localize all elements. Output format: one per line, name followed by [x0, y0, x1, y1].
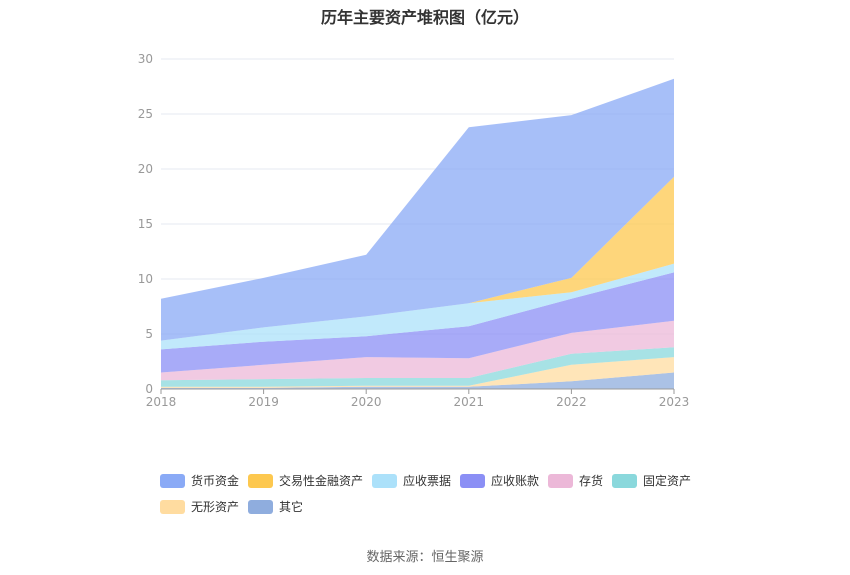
legend-item[interactable]: 应收票据: [372, 472, 451, 489]
x-tick-label: 2019: [248, 395, 279, 409]
area-series-2: [161, 347, 674, 387]
y-tick-label: 20: [138, 162, 153, 176]
x-tick-label: 2020: [351, 395, 382, 409]
legend-item[interactable]: 其它: [248, 498, 303, 515]
data-source-note: 数据来源：恒生聚源: [366, 550, 484, 565]
area-series-0: [161, 372, 674, 389]
area-series-3: [161, 320, 674, 381]
area-series-4: [161, 272, 674, 373]
legend-item[interactable]: 应收账款: [460, 472, 539, 489]
legend-item[interactable]: 无形资产: [160, 498, 239, 515]
legend-swatch: [372, 473, 397, 488]
y-tick-label: 15: [138, 217, 153, 231]
axes: 0 5 10 15 20 25 30 2018 2019 2020 2021 2022 2023: [138, 52, 690, 409]
x-tick-label: 2018: [146, 395, 177, 409]
legend-label: 应收账款: [491, 474, 540, 488]
area-series-5: [161, 263, 674, 350]
legend-swatch: [460, 473, 485, 488]
y-tick-label: 25: [138, 107, 153, 121]
legend-label: 无形资产: [191, 500, 240, 514]
area-layer: [161, 78, 674, 389]
legend-label: 交易性金融资产: [279, 474, 364, 488]
area-series-1: [161, 357, 674, 388]
legend-swatch: [248, 473, 273, 488]
legend-swatch: [248, 499, 273, 514]
x-tick-label: 2023: [659, 395, 690, 409]
legend-label: 货币资金: [191, 474, 240, 488]
legend-item[interactable]: 固定资产: [612, 472, 691, 489]
legend-item[interactable]: 存货: [548, 472, 603, 489]
legend-swatch: [160, 499, 185, 514]
x-tick-label: 2022: [556, 395, 587, 409]
legend-swatch: [160, 473, 185, 488]
area-series-7: [161, 78, 674, 341]
y-tick-label: 5: [145, 327, 153, 341]
legend-label: 存货: [579, 474, 604, 488]
legend-swatch: [548, 473, 573, 488]
y-tick-label: 0: [145, 382, 153, 396]
x-tick-label: 2021: [454, 395, 485, 409]
y-tick-label: 10: [138, 272, 153, 286]
legend-label: 应收票据: [403, 474, 452, 488]
legend-item[interactable]: 货币资金: [160, 472, 239, 489]
legend-item[interactable]: 交易性金融资产: [248, 472, 363, 489]
legend-swatch: [612, 473, 637, 488]
legend-label: 固定资产: [643, 474, 692, 488]
chart-title: 历年主要资产堆积图（亿元）: [320, 8, 529, 27]
legend-label: 其它: [279, 500, 304, 514]
y-tick-label: 30: [138, 52, 153, 66]
